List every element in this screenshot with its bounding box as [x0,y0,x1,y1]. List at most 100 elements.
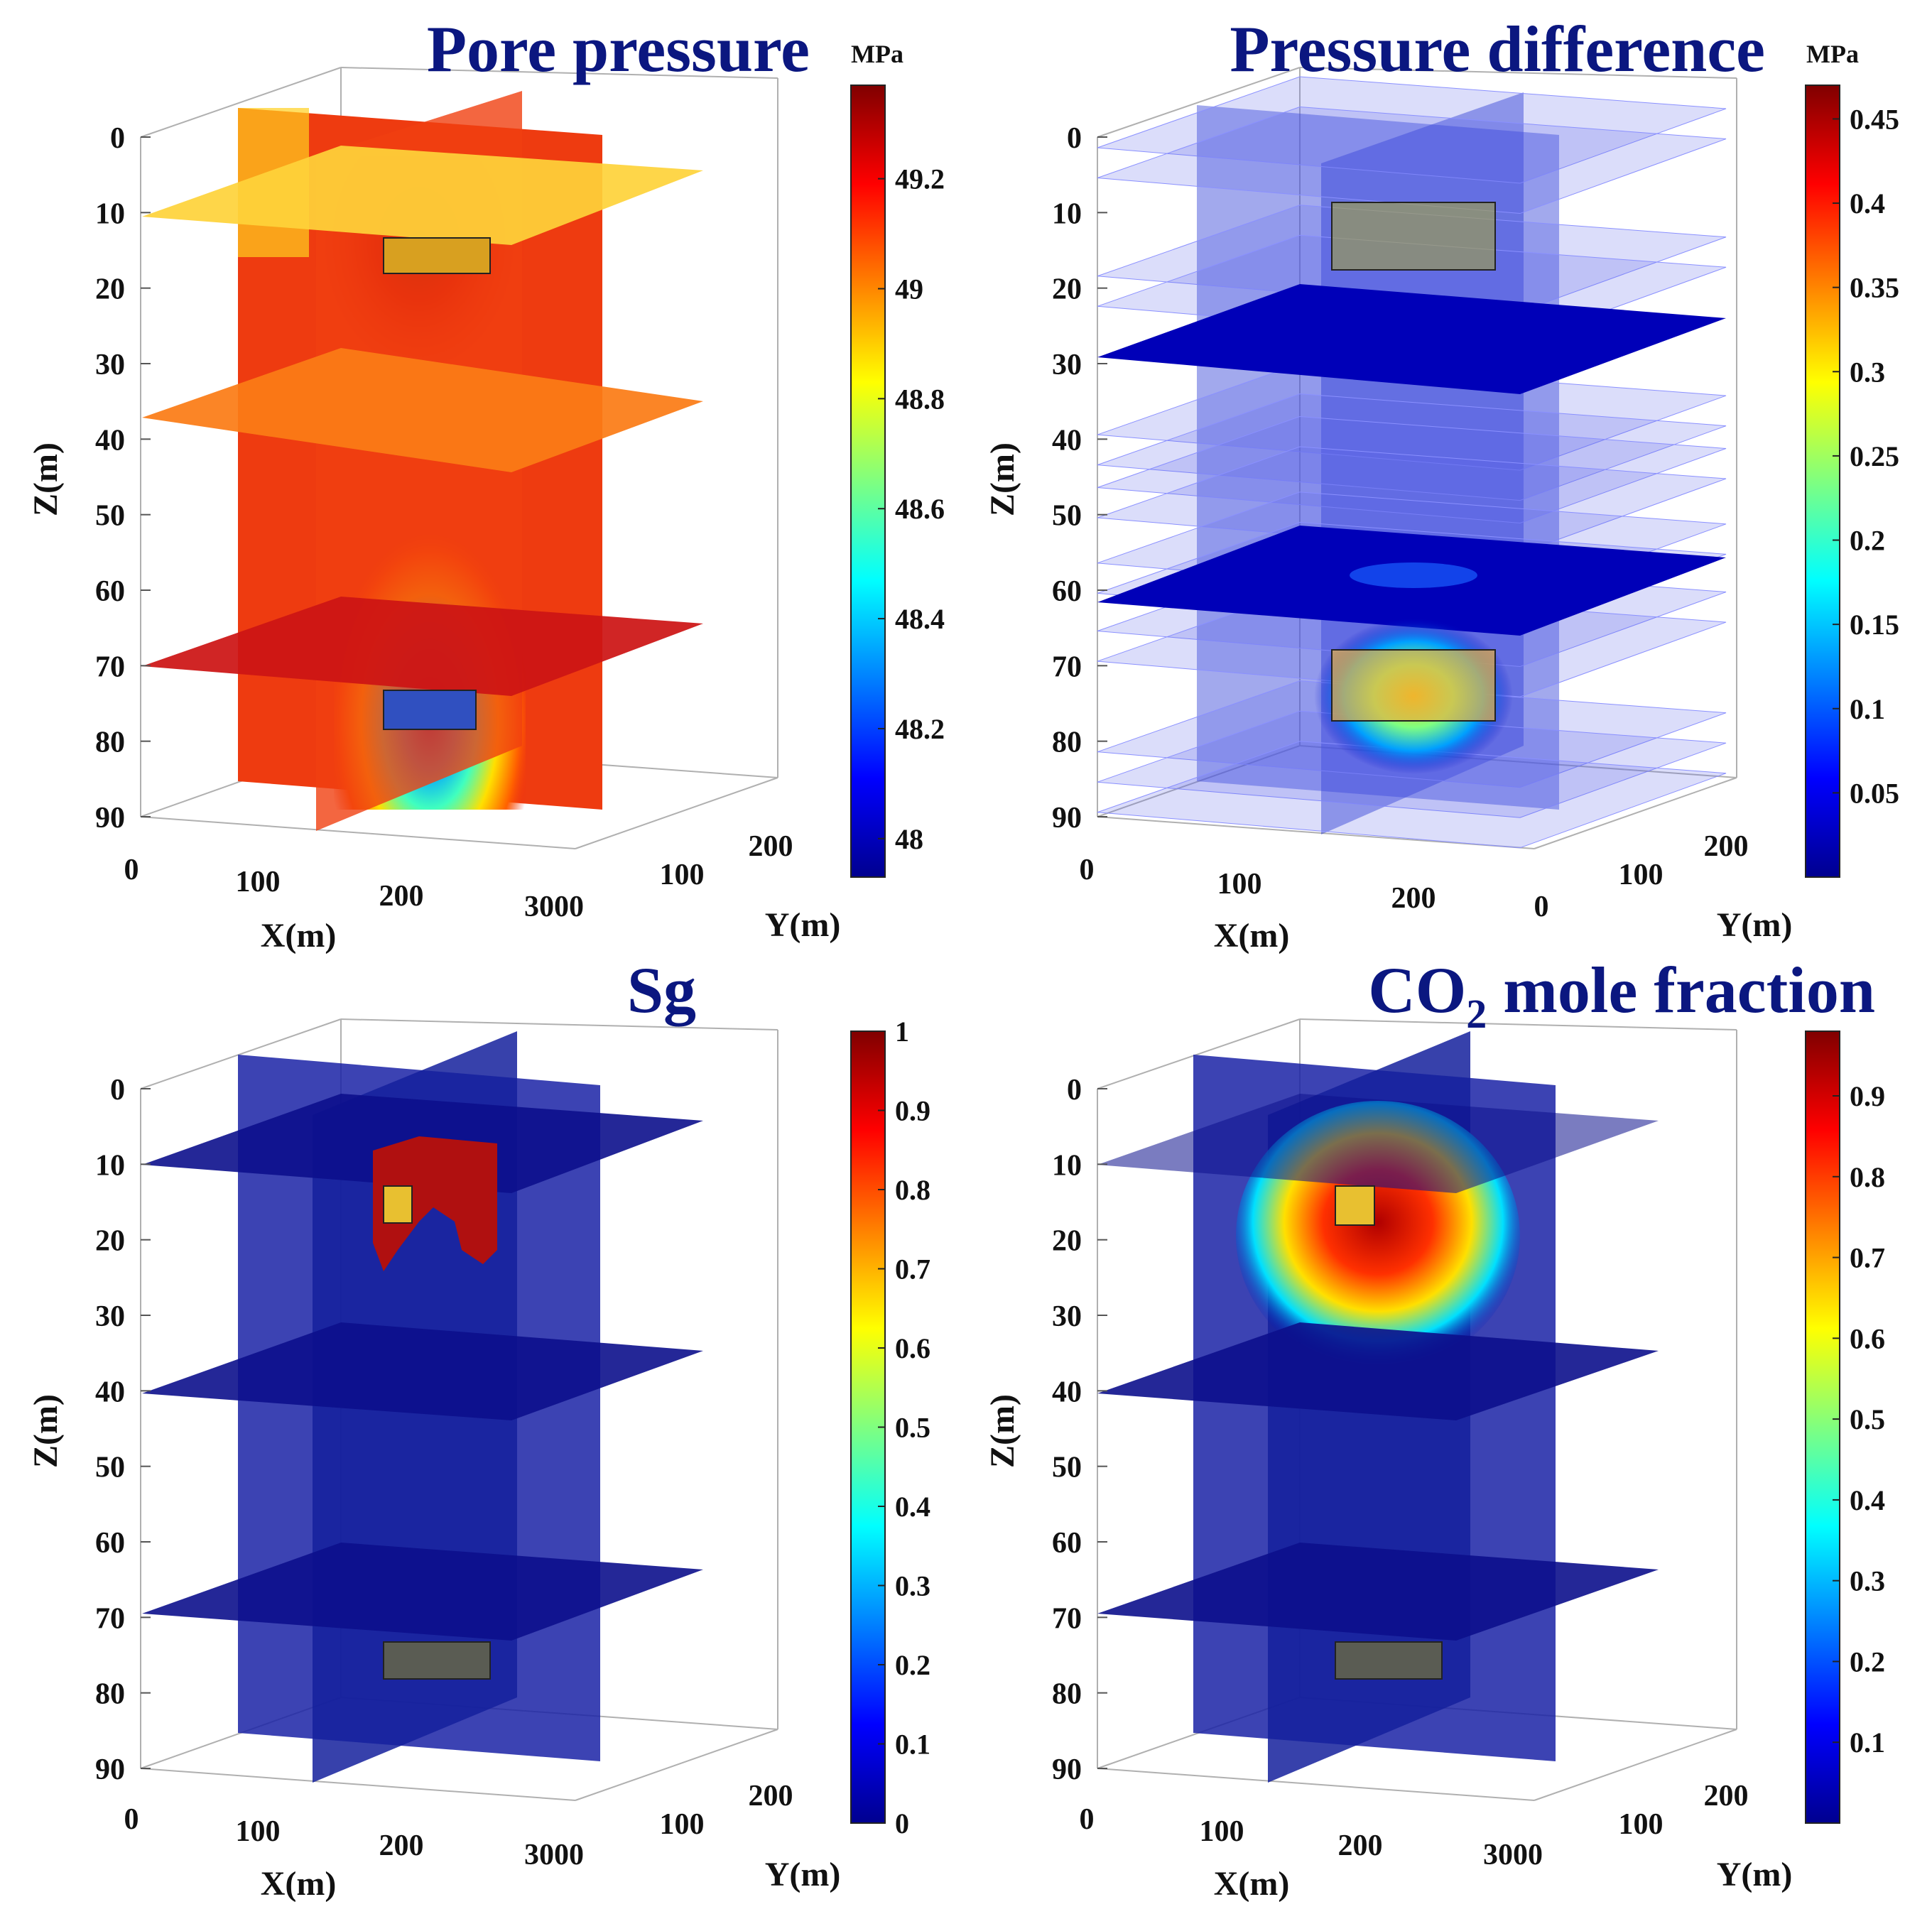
colorbar-tick: 0.35 [1850,272,1899,304]
y-tick: 100 [660,859,705,891]
x-tick: 100 [236,1815,281,1848]
colorbar-tick: 0.9 [1850,1080,1885,1112]
x-tick: 0 [124,854,139,886]
transparent-layer [1097,107,1727,214]
colorbar-tick: 49.2 [895,163,945,195]
x-corner-tick: 3000 [1483,1839,1543,1871]
y-tick: 100 [660,1808,705,1841]
z-tick: 40 [95,424,125,457]
wellbore-top [383,1185,413,1224]
z-tick: 90 [1052,1753,1082,1786]
z-tick: 40 [1052,1376,1082,1408]
slice-z29 [1097,284,1726,394]
y-tick: 200 [749,1780,793,1812]
x-tick: 100 [236,866,281,898]
z-tick: 90 [95,802,125,834]
colorbar-tick: 0.3 [1850,1565,1885,1597]
colorbar-tick: 0.4 [895,1491,930,1523]
wellbore-bottom [1331,649,1496,722]
x-axis-label: X(m) [261,917,337,955]
z-axis-label: Z(m) [27,1394,65,1468]
z-tick: 0 [110,122,125,155]
colorbar-tick: 1 [895,1016,909,1048]
transparent-layer [1097,363,1727,471]
x-axis-label: X(m) [261,1865,337,1903]
x-tick: 0 [1080,1803,1095,1836]
z-tick: 10 [1052,1149,1082,1182]
z-tick: 70 [95,651,125,683]
z-tick: 40 [1052,424,1082,457]
panel-pore-pressure: 0 10 20 30 40 50 60 70 80 90 Z(m) X(m) Y(m) 0 100… [27,13,945,955]
colorbar-tick: 0.2 [895,1649,930,1681]
colorbar-tick: 0.7 [1850,1242,1885,1274]
y-tick: 100 [1619,859,1664,891]
z-tick: 70 [95,1602,125,1635]
y-tick: 200 [749,830,793,863]
colorbar-tick: 48.8 [895,383,945,415]
pressure-glint [1350,562,1477,588]
x-axis-label: X(m) [1214,917,1290,955]
panel-title: Pressure difference [1230,13,1765,85]
wellbore-top [383,237,491,274]
slice-z40 [1097,1322,1659,1420]
colorbar-tick: 48.6 [895,493,945,525]
z-tick: 10 [1052,197,1082,230]
transparent-layer [1097,415,1727,524]
panel-pressure-difference: 0 10 20 30 40 50 60 70 80 90 Z(m) X(m) Y(m) 0 100… [984,13,1899,955]
y-tick: 200 [1704,830,1749,863]
z-tick: 30 [1052,349,1082,381]
x-tick: 0 [124,1803,139,1836]
z-tick: 70 [1052,651,1082,683]
y-axis-label: Y(m) [765,1856,841,1893]
z-tick: 30 [95,349,125,381]
x-tick: 100 [1217,868,1262,901]
slice-z40 [142,348,703,472]
colorbar-unit: MPa [1806,40,1859,68]
y-tick: 0 [1534,891,1549,923]
z-tick: 90 [95,1753,125,1786]
z-tick: 0 [110,1074,125,1106]
z-tick: 80 [1052,1678,1082,1711]
transparent-layer [1097,393,1727,501]
y-tick: 100 [1619,1808,1664,1841]
x-tick: 100 [1200,1815,1244,1848]
z-axis-label: Z(m) [984,442,1021,516]
x-tick: 0 [1080,854,1095,886]
z-tick: 60 [95,1527,125,1560]
gas-plume [373,1136,497,1271]
colorbar-tick: 0.4 [1850,187,1885,219]
x-corner-tick: 3000 [524,1839,584,1871]
colorbar-tick: 0.5 [1850,1403,1885,1435]
colorbar-tick: 0.05 [1850,777,1899,809]
colorbar-tick: 0.3 [895,1570,930,1602]
z-tick: 40 [95,1376,125,1408]
x-corner-tick: 3000 [524,891,584,923]
x-tick: 200 [1338,1829,1383,1862]
slice-z10 [1097,1094,1659,1193]
z-tick: 20 [1052,1225,1082,1258]
z-tick: 20 [95,1225,125,1258]
z-tick: 60 [1052,1527,1082,1560]
z-tick: 60 [95,575,125,608]
panel-co2-mole-fraction: 0 10 20 30 40 50 60 70 80 90 Z(m) X(m) Y(m) 0 100… [984,954,1885,1903]
colorbar-tick: 0.2 [1850,525,1885,557]
z-tick: 50 [95,500,125,533]
z-tick: 10 [95,1149,125,1182]
z-tick: 80 [1052,727,1082,759]
y-tick: 200 [1704,1780,1749,1812]
z-tick: 80 [95,727,125,759]
colorbar-tick: 0.6 [895,1332,930,1364]
z-tick: 50 [95,1452,125,1484]
z-tick: 20 [95,273,125,306]
slice-z10 [142,146,703,245]
transparent-layer [1097,76,1727,184]
colorbar-unit: MPa [851,40,903,68]
x-tick: 200 [379,880,424,913]
colorbar-tick: 0.3 [1850,356,1885,388]
y-axis-label: Y(m) [1717,906,1793,944]
z-tick: 90 [1052,802,1082,834]
x-tick: 200 [379,1829,424,1862]
z-tick: 30 [1052,1300,1082,1333]
colorbar-tick: 0.8 [1850,1161,1885,1193]
